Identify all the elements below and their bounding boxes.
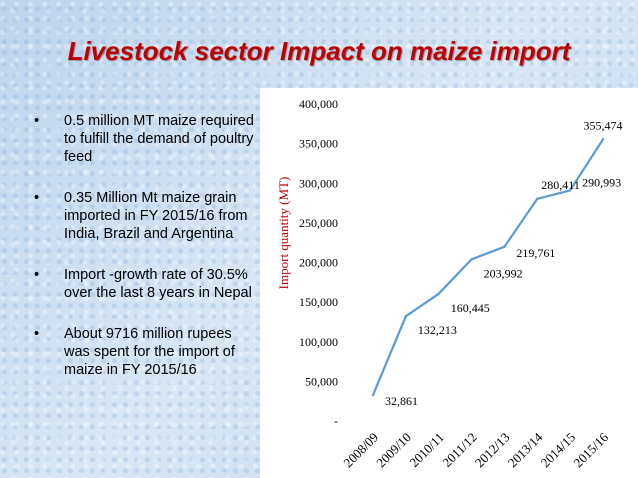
- data-label: 290,993: [582, 175, 621, 189]
- y-tick-label: 150,000: [299, 295, 338, 309]
- data-label: 355,474: [584, 118, 623, 132]
- y-tick-label: 250,000: [299, 216, 338, 230]
- y-tick-label: 200,000: [299, 256, 338, 270]
- x-tick-label: 2015/16: [570, 429, 611, 470]
- data-label: 219,761: [516, 246, 555, 260]
- y-tick-label: 50,000: [305, 374, 338, 388]
- y-tick-label: 350,000: [299, 137, 338, 151]
- y-tick-label: -: [334, 414, 338, 428]
- bullet-dot-icon: •: [34, 326, 40, 342]
- bullet-item: • 0.35 Million Mt maize grain imported in…: [30, 189, 260, 243]
- data-point: [404, 315, 408, 318]
- x-tick-label: 2011/12: [439, 430, 479, 470]
- bullet-item: • Import -growth rate of 30.5% over the l…: [30, 266, 260, 302]
- bullet-text: Import -growth rate of 30.5% over the la…: [64, 267, 252, 301]
- bullet-dot-icon: •: [34, 267, 40, 283]
- x-tick-label: 2010/11: [406, 430, 446, 470]
- x-tick-label: 2014/15: [538, 430, 579, 471]
- bullet-text: About 9716 million rupees was spent for …: [64, 326, 235, 378]
- bullet-item: • About 9716 million rupees was spent for…: [30, 325, 260, 379]
- bullet-text: 0.5 million MT maize required to fulfill…: [64, 113, 254, 165]
- x-tick-label: 2008/09: [340, 430, 381, 471]
- y-tick-label: 300,000: [299, 176, 338, 190]
- data-point: [503, 245, 506, 249]
- data-label: 32,861: [385, 394, 418, 408]
- data-point: [536, 197, 539, 200]
- x-tick-label: 2013/14: [505, 429, 546, 470]
- y-tick-label: 100,000: [299, 335, 338, 349]
- data-label: 160,445: [451, 301, 490, 315]
- data-label: 203,992: [484, 266, 523, 280]
- x-tick-label: 2012/13: [472, 430, 513, 471]
- chart-panel: Import quantity (MT) - 50,000 100,000 150,0…: [260, 88, 638, 478]
- data-point: [470, 258, 473, 261]
- data-point: [568, 189, 572, 192]
- data-point: [371, 393, 375, 397]
- bullet-item: • 0.5 million MT maize required to fulfil…: [30, 112, 260, 166]
- series-line: [371, 138, 604, 396]
- bullet-list: • 0.5 million MT maize required to fulfil…: [30, 112, 260, 379]
- y-axis-label: Import quantity (MT): [276, 177, 291, 290]
- slide-title: Livestock sector Impact on maize import: [67, 36, 571, 66]
- bullet-dot-icon: •: [34, 190, 40, 206]
- line-chart: Import quantity (MT) - 50,000 100,000 150,0…: [276, 97, 623, 471]
- data-label: 280,411: [541, 178, 580, 192]
- bullet-text: 0.35 Million Mt maize grain imported in …: [64, 190, 248, 242]
- x-tick-label: 2009/10: [373, 430, 414, 471]
- data-point: [601, 138, 605, 141]
- bullet-dot-icon: •: [34, 113, 40, 129]
- data-point: [437, 292, 440, 296]
- y-tick-label: 400,000: [299, 97, 338, 111]
- data-label: 132,213: [418, 323, 457, 337]
